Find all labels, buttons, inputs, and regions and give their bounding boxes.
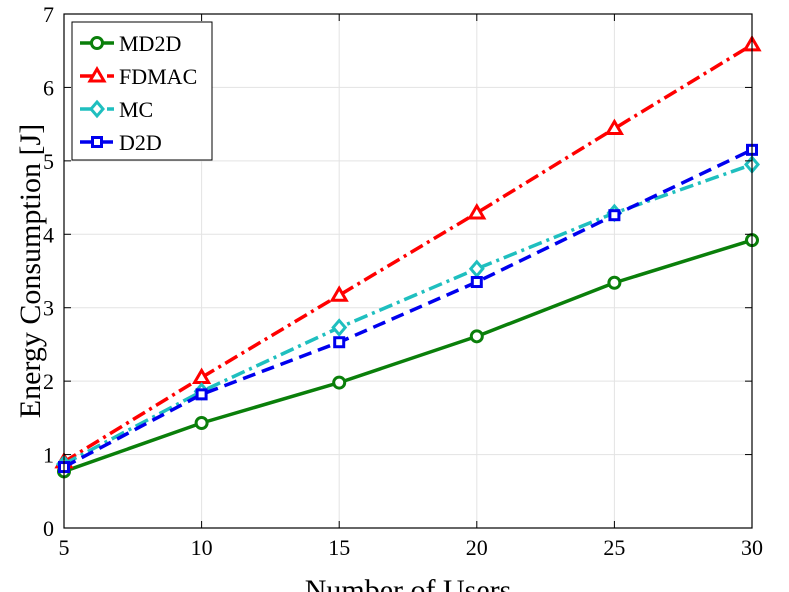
legend-label: MC	[119, 97, 153, 122]
plot-frame	[63, 13, 753, 529]
legend-label: FDMAC	[119, 64, 197, 89]
y-tick-label: 7	[43, 2, 54, 27]
data-point-d2d	[608, 209, 621, 222]
x-tick-label: 30	[741, 535, 763, 560]
series-layer	[54, 34, 762, 479]
y-tick-label: 3	[43, 296, 54, 321]
data-point-mc	[468, 259, 485, 279]
data-point-d2d	[470, 276, 483, 289]
data-point-d2d	[333, 336, 346, 349]
legend-label: MD2D	[119, 31, 181, 56]
data-point-md2d	[332, 375, 347, 390]
series-d2d	[58, 143, 758, 474]
x-tick-label: 10	[191, 535, 213, 560]
legend-marker	[91, 136, 103, 148]
data-point-md2d	[469, 329, 484, 344]
data-point-fdmac	[604, 118, 625, 136]
y-tick-label: 0	[43, 516, 54, 541]
data-point-d2d	[195, 388, 208, 401]
ticks: 5 10 15 20 25 30 0 1 2 3 4 5 6 7	[43, 2, 763, 560]
data-point-fdmac	[467, 203, 487, 220]
y-axis-label: Energy Consumption [J]	[14, 124, 47, 418]
legend-item-fdmac: FDMAC	[80, 64, 197, 89]
legend-marker	[89, 99, 105, 119]
legend-item-mc: MC	[80, 97, 153, 122]
x-tick-label: 20	[466, 535, 488, 560]
series-line-md2d	[63, 238, 753, 474]
data-point-md2d	[607, 275, 622, 290]
legend-marker	[87, 66, 107, 83]
x-axis-label: Number of Users	[305, 574, 512, 592]
series-mc	[56, 155, 760, 474]
y-tick-label: 6	[43, 75, 54, 100]
series-line-mc	[63, 162, 753, 466]
y-tick-label: 2	[43, 369, 54, 394]
y-tick-label: 4	[43, 222, 54, 247]
x-tick-label: 5	[59, 535, 70, 560]
legend-marker	[90, 36, 104, 50]
legend-label: D2D	[119, 130, 162, 155]
series-md2d	[57, 233, 759, 479]
series-line-d2d	[63, 148, 753, 469]
data-point-md2d	[194, 415, 209, 430]
legend-item-d2d: D2D	[80, 130, 162, 155]
legend-item-md2d: MD2D	[80, 31, 181, 56]
x-tick-label: 15	[328, 535, 350, 560]
data-point-fdmac	[191, 367, 212, 384]
y-tick-label: 5	[43, 149, 54, 174]
y-tick-label: 1	[43, 443, 54, 468]
data-point-fdmac	[329, 285, 349, 302]
legend: MD2D FDMAC MC D2D	[71, 21, 213, 161]
x-tick-label: 25	[603, 535, 625, 560]
data-point-mc	[331, 318, 348, 337]
